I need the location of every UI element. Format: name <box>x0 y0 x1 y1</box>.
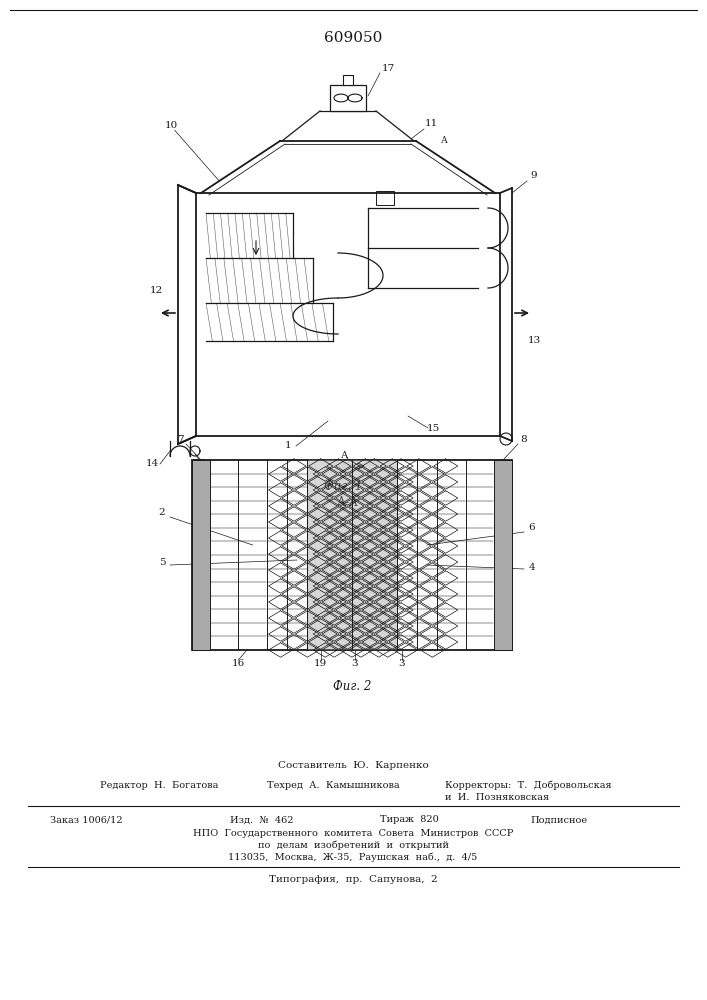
Text: 18: 18 <box>194 459 206 468</box>
Bar <box>494 460 512 650</box>
Text: НПО  Государственного  комитета  Совета  Министров  СССР: НПО Государственного комитета Совета Мин… <box>193 828 513 838</box>
Bar <box>192 460 210 650</box>
Bar <box>352 460 397 650</box>
Text: 2: 2 <box>158 508 165 517</box>
Text: Заказ 1006/12: Заказ 1006/12 <box>50 816 122 824</box>
Text: Редактор  Н.  Богатова: Редактор Н. Богатова <box>100 780 218 790</box>
Text: Подписное: Подписное <box>530 816 587 824</box>
Text: по  делам  изобретений  и  открытий: по делам изобретений и открытий <box>257 840 448 850</box>
Text: Фиг. 2: Фиг. 2 <box>333 680 371 692</box>
Text: 12: 12 <box>149 286 163 295</box>
Text: 5: 5 <box>158 558 165 567</box>
Text: 13: 13 <box>527 336 541 345</box>
Text: 17: 17 <box>381 64 395 73</box>
Text: Изд.  №  462: Изд. № 462 <box>230 816 293 824</box>
Text: А-А: А-А <box>337 495 359 508</box>
Text: 3: 3 <box>398 659 405 668</box>
Text: 10: 10 <box>164 121 177 130</box>
Bar <box>192 460 512 650</box>
Text: 14: 14 <box>146 459 158 468</box>
Text: 4: 4 <box>529 563 535 572</box>
Text: 113035,  Москва,  Ж-35,  Раушская  наб.,  д.  4/5: 113035, Москва, Ж-35, Раушская наб., д. … <box>228 852 478 862</box>
Text: Тираж  820: Тираж 820 <box>380 816 439 824</box>
Text: А: А <box>341 451 349 460</box>
Text: 1: 1 <box>285 441 291 450</box>
Text: 609050: 609050 <box>324 31 382 45</box>
Text: Корректоры:  Т.  Добровольская: Корректоры: Т. Добровольская <box>445 780 612 790</box>
Text: 15: 15 <box>426 424 440 433</box>
Text: 9: 9 <box>531 171 537 180</box>
Text: 8: 8 <box>520 435 527 444</box>
Text: А: А <box>440 136 448 145</box>
Text: Техред  А.  Камышникова: Техред А. Камышникова <box>267 780 399 790</box>
Bar <box>330 85 366 111</box>
Text: 7: 7 <box>177 435 183 444</box>
Text: 6: 6 <box>529 523 535 532</box>
Bar <box>376 191 394 205</box>
Text: 19: 19 <box>314 659 327 668</box>
Bar <box>308 460 352 650</box>
Text: 3: 3 <box>351 659 358 668</box>
Text: и  И.  Позняковская: и И. Позняковская <box>445 794 549 802</box>
Text: Фиг. 1: Фиг. 1 <box>324 480 362 492</box>
Bar <box>343 75 353 85</box>
Text: 16: 16 <box>232 659 245 668</box>
Text: 11: 11 <box>424 119 438 128</box>
Text: Типография,  пр.  Сапунова,  2: Типография, пр. Сапунова, 2 <box>269 874 438 884</box>
Text: Составитель  Ю.  Карпенко: Составитель Ю. Карпенко <box>278 760 428 770</box>
